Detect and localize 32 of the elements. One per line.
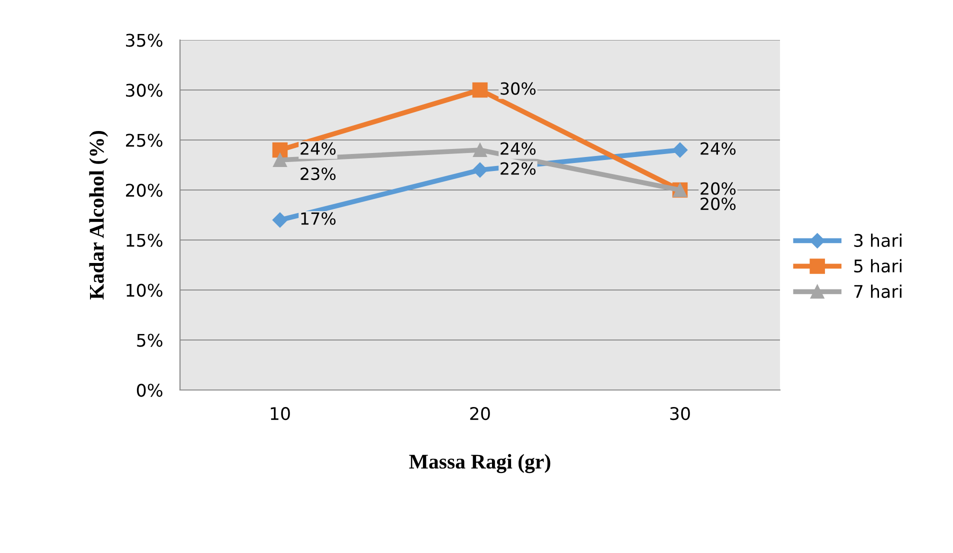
y-tick-label: 35%	[126, 34, 162, 47]
x-tick-label: 10	[270, 406, 290, 420]
x-axis-title: Massa Ragi (gr)	[409, 454, 550, 474]
point	[473, 143, 487, 157]
data-label: 20%	[700, 182, 736, 195]
point	[272, 212, 288, 228]
point	[672, 142, 688, 158]
data-label: 22%	[500, 162, 536, 175]
y-tick-label: 25%	[126, 134, 162, 147]
data-label: 24%	[500, 142, 536, 155]
point	[472, 162, 488, 178]
y-tick-label: 10%	[126, 284, 162, 297]
y-tick-label: 15%	[126, 234, 162, 247]
x-tick-label: 20	[470, 406, 490, 420]
data-label: 23%	[300, 168, 336, 180]
point	[472, 82, 488, 98]
legend-label: 3 hari	[854, 234, 902, 248]
legend-label: 5 hari	[854, 259, 902, 273]
data-label: 17%	[301, 212, 336, 225]
y-tick-label: 0%	[136, 384, 162, 397]
y-tick-label: 5%	[137, 334, 162, 347]
data-label: 24%	[700, 142, 736, 155]
x-tick-label: 30	[670, 406, 690, 420]
y-tick-label: 20%	[126, 184, 162, 197]
point	[272, 142, 288, 158]
data-label: 20%	[700, 198, 736, 210]
legend-label: 7 hari	[854, 284, 902, 298]
data-label: 30%	[500, 82, 536, 95]
data-label: 24%	[300, 142, 336, 155]
y-axis-title: Kadar Alcohol (%)	[89, 131, 108, 300]
y-tick-label: 30%	[126, 84, 162, 97]
point	[273, 153, 287, 167]
